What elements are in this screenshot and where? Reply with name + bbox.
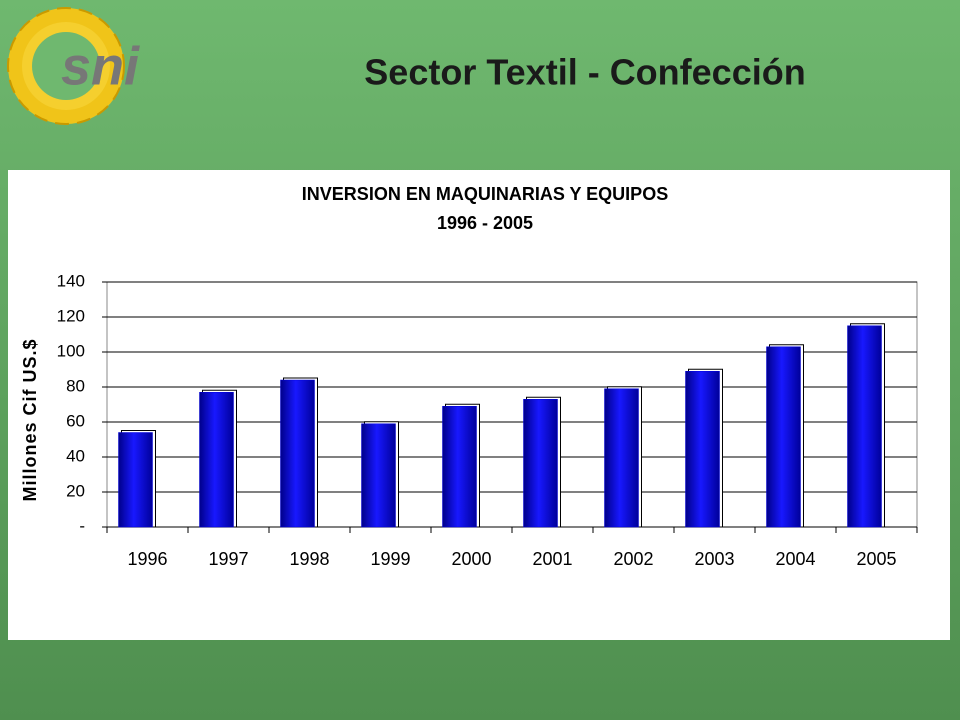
y-tick-label: 80 [66,376,85,395]
x-tick-label: 2001 [532,549,572,569]
x-tick-label: 2000 [451,549,491,569]
y-tick-label: 60 [66,411,85,430]
slide-title: Sector Textil - Confección [364,52,805,93]
x-tick-label: 1999 [370,549,410,569]
y-tick-label: 120 [57,306,85,325]
x-tick-label: 1996 [127,549,167,569]
x-tick-label: 2005 [856,549,896,569]
bar [280,379,315,528]
bar [361,423,396,528]
y-tick-label: 100 [57,341,85,360]
logo-text: sni [61,36,140,96]
bar [685,371,720,528]
logo-gear-hole [32,32,100,100]
x-tick-label: 2002 [613,549,653,569]
x-tick-label: 2003 [694,549,734,569]
x-tick-label: 2004 [775,549,815,569]
x-tick-label: 1997 [208,549,248,569]
bar [847,325,882,528]
chart-title: INVERSION EN MAQUINARIAS Y EQUIPOS [302,184,668,204]
y-tick-label: - [79,516,85,535]
bar [199,392,234,528]
y-tick-label: 20 [66,481,85,500]
bar [118,432,153,528]
bar [442,406,477,528]
chart-subtitle: 1996 - 2005 [437,213,533,233]
bar [766,346,801,528]
y-axis-label: Millones Cif US.$ [20,338,40,501]
y-tick-label: 40 [66,446,85,465]
x-tick-label: 1998 [289,549,329,569]
y-tick-label: 140 [57,271,85,290]
logo: sni [7,7,140,125]
bar [523,399,558,528]
bar [604,388,639,528]
